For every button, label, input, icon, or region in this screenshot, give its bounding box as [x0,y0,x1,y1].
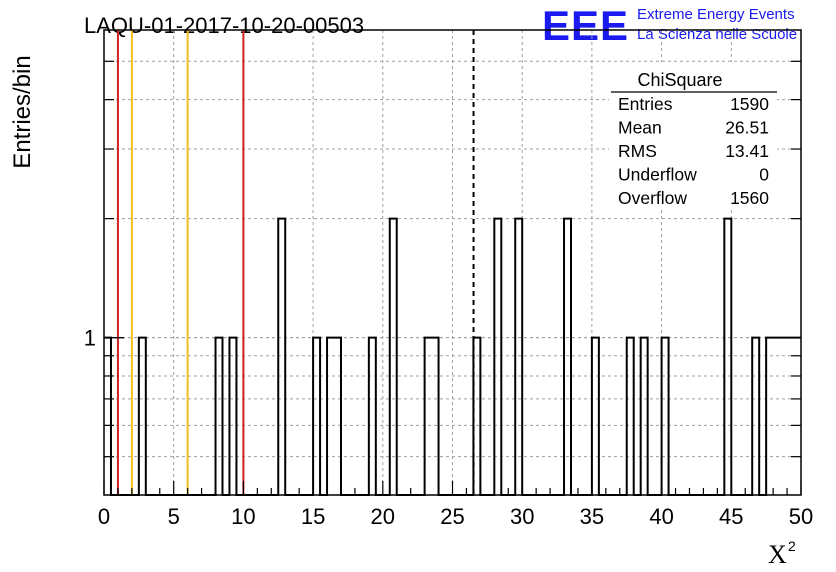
histogram-bin [494,219,501,495]
histogram-bin [327,338,334,495]
stats-row-label: Entries [618,94,673,114]
x-tick-label: 35 [580,504,604,529]
histogram-bin [752,338,759,495]
stats-row-value: 1560 [730,188,769,208]
x-axis-label-superscript: 2 [788,538,796,554]
histogram-bin [787,338,794,495]
stats-row-value: 0 [759,165,769,185]
x-tick-label: 30 [510,504,534,529]
x-tick-label: 40 [649,504,673,529]
stats-row-label: Mean [618,118,662,138]
x-tick-label: 50 [789,504,813,529]
logo-mark: EEE [542,2,629,49]
histogram-bin [104,338,111,495]
histogram-bin [515,219,522,495]
x-tick-label: 20 [371,504,395,529]
histogram-bin [724,219,731,495]
stats-box-rows: Entries 1590 Mean 26.51 RMS 13.41 Underflow 0 Ov… [618,94,769,208]
histogram-bin [780,338,787,495]
x-axis-label: X 2 [768,538,796,569]
x-tick-label: 15 [301,504,325,529]
x-tick-label: 10 [231,504,255,529]
y-tick-labels: 1 [84,326,96,351]
histogram-bin [641,338,648,495]
x-tick-label: 0 [98,504,110,529]
histogram-bin [139,338,146,495]
histogram-bin [216,338,223,495]
x-axis-label-main: X [768,540,787,569]
axes [103,29,802,496]
stats-row-value: 1590 [730,94,769,114]
y-tick-label: 1 [84,326,96,351]
histogram-bin [369,338,376,495]
histogram-bin [592,338,599,495]
x-tick-labels: 0 5 10 15 20 25 30 35 40 45 50 [98,504,813,529]
stats-row-label: Underflow [618,165,697,185]
stats-box-frame [609,62,777,210]
x-tick-label: 5 [168,504,180,529]
histogram-bin [473,338,480,495]
histogram-bin [425,338,432,495]
stats-box: ChiSquare Entries 1590 Mean 26.51 RMS 13.41 Un… [609,62,777,210]
histogram-bin [794,338,801,495]
stats-row-value: 26.51 [725,118,769,138]
histogram-bin [773,338,780,495]
histogram-bin [390,219,397,495]
histogram-bin [564,219,571,495]
histogram-bin [334,338,341,495]
chart-title: LAQU-01-2017-10-20-00503 [84,13,364,38]
stats-row-value: 13.41 [725,141,769,161]
logo-line-1: Extreme Energy Events [637,6,795,23]
logo-line-2: La Scienza nelle Scuole [637,26,797,43]
histogram-bin [766,338,773,495]
histogram-bin [432,338,439,495]
histogram-bin [278,219,285,495]
histogram-bin [313,338,320,495]
x-tick-label: 45 [719,504,743,529]
stats-row-label: Overflow [618,188,687,208]
histogram-bin [627,338,634,495]
x-tick-label: 25 [440,504,464,529]
stats-row-label: RMS [618,141,657,161]
histogram-bin [229,338,236,495]
stats-box-title: ChiSquare [637,70,722,90]
y-axis-label: Entries/bin [9,55,36,168]
logo: EEE Extreme Energy Events La Scienza nel… [542,2,797,49]
histogram-bin [662,338,669,495]
